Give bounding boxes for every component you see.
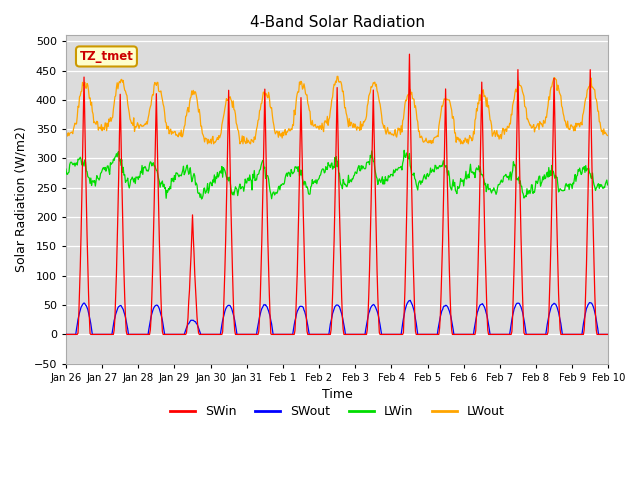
Title: 4-Band Solar Radiation: 4-Band Solar Radiation <box>250 15 424 30</box>
X-axis label: Time: Time <box>322 388 353 401</box>
Y-axis label: Solar Radiation (W/m2): Solar Radiation (W/m2) <box>15 127 28 273</box>
Text: TZ_tmet: TZ_tmet <box>79 50 133 63</box>
Legend: SWin, SWout, LWin, LWout: SWin, SWout, LWin, LWout <box>164 400 509 423</box>
